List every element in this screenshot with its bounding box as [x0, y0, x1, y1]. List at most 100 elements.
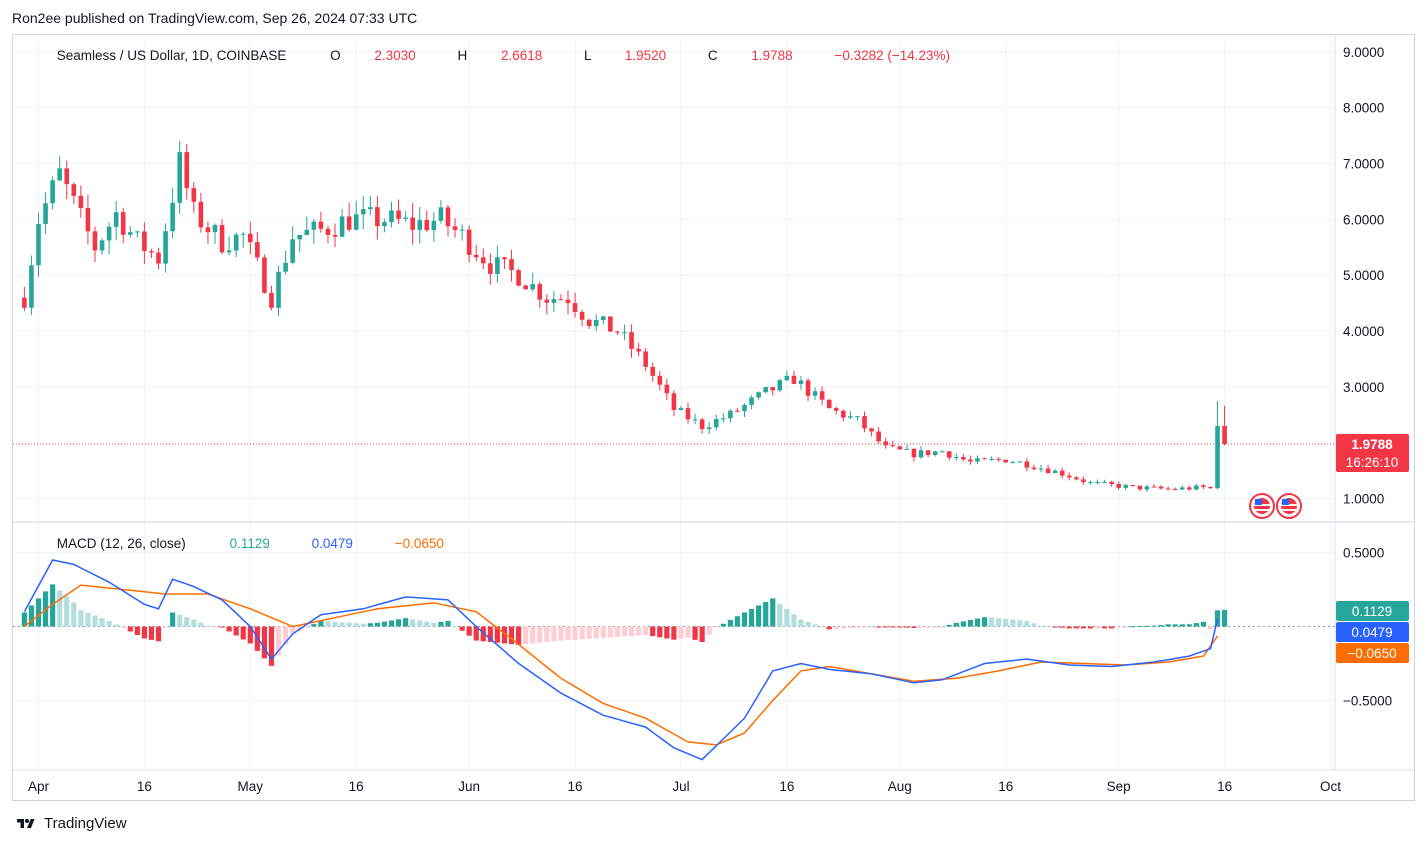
- candle-body: [424, 220, 430, 231]
- histogram-bar: [198, 622, 204, 627]
- us-flag-icon[interactable]: [1276, 493, 1302, 519]
- candle-body: [657, 375, 663, 385]
- histogram-bar: [1087, 626, 1094, 629]
- histogram-bar: [1059, 626, 1065, 628]
- histogram-bar: [1094, 626, 1101, 629]
- candle-body: [403, 217, 408, 219]
- histogram-bar: [487, 626, 493, 642]
- histogram-bar: [890, 626, 896, 628]
- macd-title: MACD (12, 26, close): [57, 536, 186, 551]
- candle-body: [558, 299, 564, 301]
- price-tick-label: 6.0000: [1343, 212, 1384, 227]
- histogram-bar: [1031, 623, 1037, 627]
- histogram-bar: [847, 626, 853, 628]
- candle-body: [1081, 479, 1086, 483]
- histogram-bar: [1073, 626, 1079, 629]
- histogram-bar: [410, 619, 416, 627]
- candlestick-series[interactable]: [22, 140, 1227, 492]
- candle-body: [1017, 461, 1023, 463]
- event-markers[interactable]: [1249, 493, 1302, 519]
- histogram-bar: [699, 626, 705, 642]
- footer-brand: TradingView: [44, 815, 127, 832]
- histogram-bar: [113, 624, 119, 627]
- time-tick-label: 16: [1217, 779, 1232, 794]
- histogram-bar: [1200, 621, 1206, 627]
- candle-body: [735, 410, 740, 412]
- candle-body: [488, 263, 493, 274]
- candle-body: [826, 399, 832, 409]
- candle-body: [466, 229, 472, 255]
- candle-body: [685, 408, 691, 420]
- publisher-header: Ron2ee published on TradingView.com, Sep…: [12, 10, 417, 26]
- histogram-bar: [360, 623, 366, 627]
- histogram-bar: [1186, 624, 1192, 627]
- candle-body: [671, 393, 677, 410]
- histogram-bar: [607, 626, 613, 638]
- histogram-bar: [332, 621, 338, 627]
- candle-body: [389, 210, 394, 223]
- histogram-bar: [953, 622, 959, 627]
- time-tick-label: Jun: [458, 779, 480, 794]
- candle-body: [1102, 481, 1107, 483]
- histogram-bar: [1109, 626, 1115, 629]
- histogram-bar: [191, 619, 197, 627]
- chart-canvas[interactable]: 9.0000 8.0000 7.0000 6.0000 5.0000 4.0000 3.00…: [13, 35, 1414, 800]
- histogram-bar: [261, 626, 268, 659]
- candle-body: [1222, 425, 1227, 444]
- change-value: −0.3282 (−14.23%): [834, 48, 950, 63]
- candle-body: [99, 240, 105, 251]
- histogram-bar: [374, 622, 380, 627]
- candle-body: [629, 332, 634, 349]
- histogram-bar: [805, 621, 811, 627]
- candle-body: [304, 229, 310, 235]
- candle-body: [975, 458, 980, 462]
- candle-body: [1045, 468, 1051, 474]
- candle-body: [1052, 470, 1058, 474]
- close-label: C: [708, 48, 718, 63]
- histogram-bar: [403, 618, 409, 627]
- signal-line[interactable]: [23, 584, 1219, 746]
- histogram-bar: [275, 626, 282, 656]
- histogram-bar: [466, 626, 472, 636]
- price-tick-label: 9.0000: [1343, 45, 1384, 60]
- candle-body: [1123, 485, 1129, 488]
- candle-body: [1201, 485, 1206, 487]
- symbol-legend[interactable]: Seamless / US Dollar, 1D, COINBASE O 2.3…: [23, 48, 976, 63]
- candle-body: [812, 391, 818, 396]
- time-tick-label: Sep: [1107, 779, 1131, 794]
- candle-body: [233, 234, 239, 251]
- us-flag-icon[interactable]: [1249, 493, 1275, 519]
- candle-body: [939, 451, 945, 453]
- candle-body: [1109, 481, 1114, 485]
- candle-body: [742, 404, 747, 412]
- candle-body: [135, 231, 140, 233]
- candle-body: [184, 152, 190, 189]
- candle-body: [848, 416, 853, 418]
- histogram-bar: [170, 612, 176, 627]
- candle-body: [480, 257, 486, 264]
- macd-signal-value: −0.0650: [395, 536, 444, 551]
- macd-histogram[interactable]: [21, 584, 1228, 666]
- candle-body: [120, 212, 126, 235]
- histogram-bar: [1158, 624, 1164, 627]
- macd-macd-value: 0.0479: [312, 536, 353, 551]
- histogram-bar: [28, 605, 35, 627]
- histogram-bar: [671, 626, 677, 640]
- histogram-bar: [1003, 618, 1009, 627]
- macd-line[interactable]: [23, 559, 1219, 761]
- price-tick-label: 1.0000: [1343, 492, 1384, 507]
- histogram-bar: [798, 619, 804, 627]
- histogram-bar: [85, 612, 91, 627]
- candle-body: [918, 450, 924, 458]
- symbol-title: Seamless / US Dollar, 1D, COINBASE: [57, 48, 287, 63]
- candle-body: [262, 257, 267, 293]
- candle-body: [445, 207, 451, 227]
- histogram-bar: [339, 622, 345, 627]
- histogram-bar: [784, 608, 790, 627]
- macd-legend[interactable]: MACD (12, 26, close) 0.1129 0.0479 −0.06…: [23, 536, 470, 551]
- candle-body: [127, 232, 133, 235]
- candle-body: [954, 457, 959, 459]
- candle-body: [198, 201, 204, 228]
- histogram-bar: [572, 626, 578, 640]
- histogram-bar: [558, 626, 564, 641]
